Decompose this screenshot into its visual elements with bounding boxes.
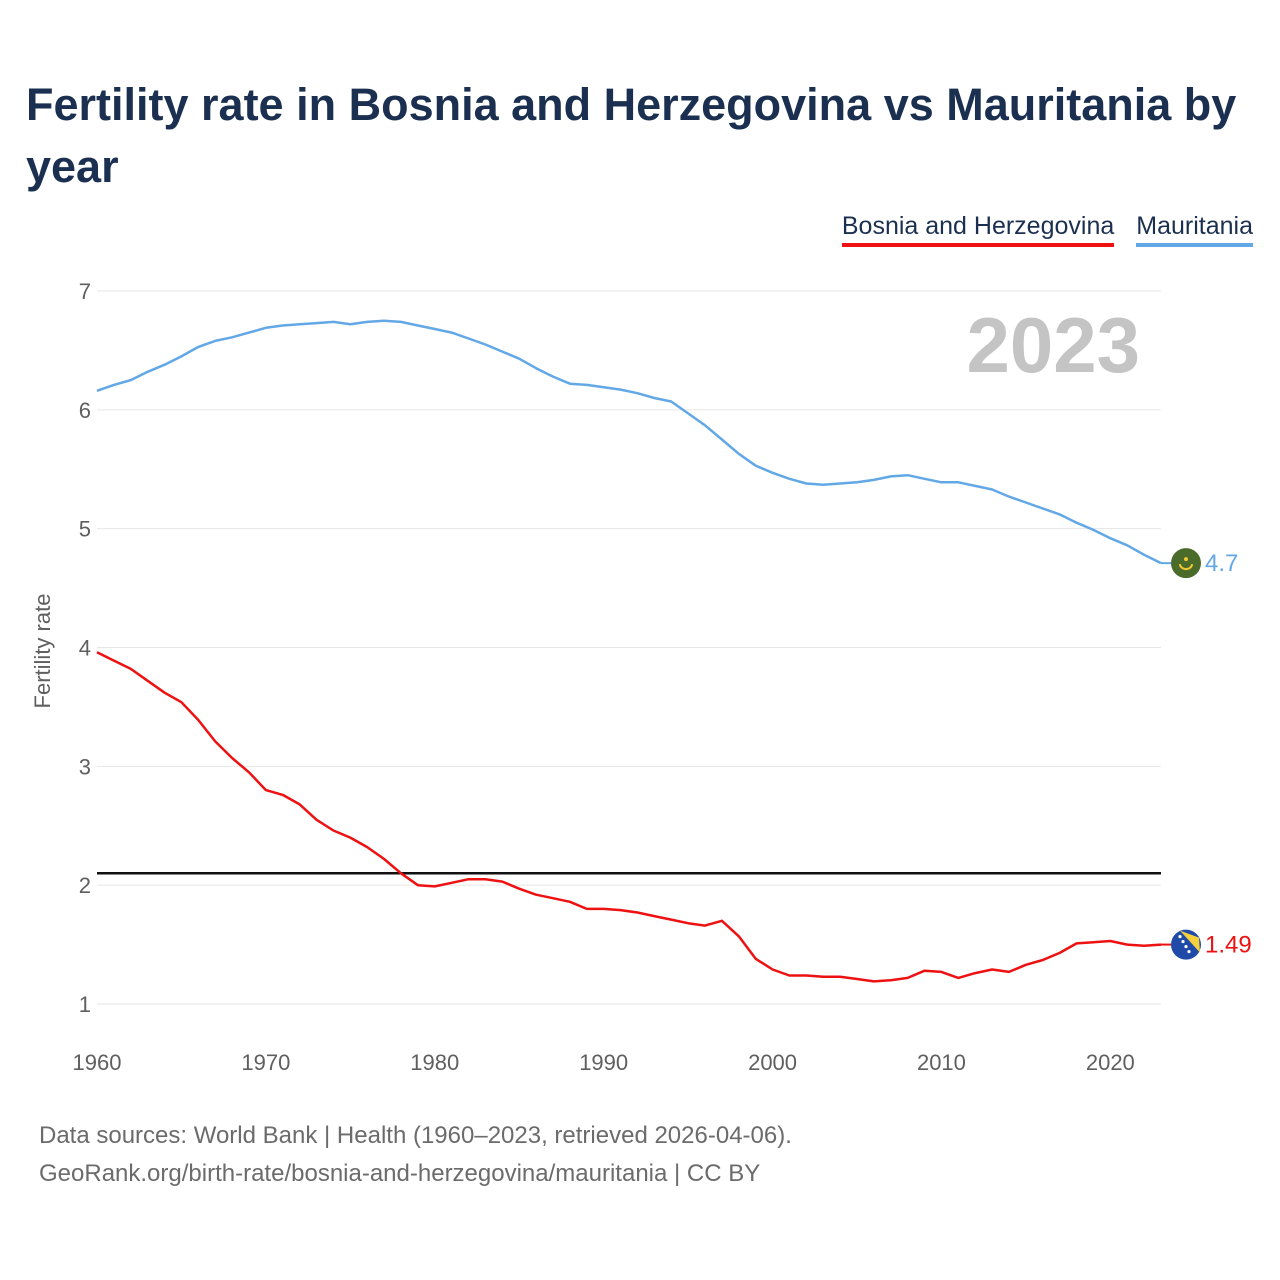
y-tick-label-2: 2	[79, 873, 91, 898]
line-chart: 1 2 3 4 5 6 7 1960 1970 1980 1990 2000 2010 2020 Fer…	[30, 279, 1252, 1075]
flag-triangle-icon	[1180, 930, 1200, 953]
year-watermark: 2023	[966, 301, 1140, 389]
end-value-label-bih: 1.49	[1205, 932, 1252, 959]
y-axis-ticks: 1 2 3 4 5 6 7	[79, 279, 91, 1017]
legend-item-bosnia[interactable]: Bosnia and Herzegovina	[841, 212, 1115, 247]
legend: Bosnia and Herzegovina Mauritania	[841, 212, 1253, 247]
flag-marker-bih: 1.49	[1161, 929, 1252, 960]
y-axis-label: Fertility rate	[30, 594, 55, 709]
y-tick-label-6: 6	[79, 398, 91, 423]
mauritania-flag-icon	[1171, 548, 1201, 579]
chart-title: Fertility rate in Bosnia and Herzegovina…	[26, 79, 1237, 192]
legend-item-mauritania[interactable]: Mauritania	[1136, 212, 1253, 247]
x-tick-label-1960: 1960	[73, 1050, 122, 1075]
attribution-link[interactable]: GeoRank.org/birth-rate/bosnia-and-herzeg…	[39, 1160, 761, 1187]
x-tick-label-1990: 1990	[579, 1050, 628, 1075]
y-tick-label-4: 4	[79, 636, 91, 661]
y-tick-label-1: 1	[79, 992, 91, 1017]
y-tick-label-7: 7	[79, 279, 91, 304]
end-markers: 1.49 4.7	[1161, 548, 1252, 960]
x-tick-label-1970: 1970	[241, 1050, 290, 1075]
star-icon	[1184, 557, 1188, 562]
data-source-text: Data sources: World Bank | Health (1960–…	[39, 1122, 792, 1149]
x-tick-label-2000: 2000	[748, 1050, 797, 1075]
flag-star-icon-1	[1181, 939, 1185, 944]
flag-star-icon-0	[1178, 934, 1182, 939]
y-tick-label-3: 3	[79, 754, 91, 779]
end-value-label-mr: 4.7	[1205, 550, 1238, 577]
series	[96, 319, 1162, 983]
x-tick-label-2020: 2020	[1086, 1050, 1135, 1075]
series-line-mr	[96, 319, 1162, 565]
x-tick-label-1980: 1980	[410, 1050, 459, 1075]
gridlines	[97, 290, 1161, 1005]
x-axis-ticks: 1960 1970 1980 1990 2000 2010 2020	[73, 1050, 1135, 1075]
footer: Data sources: World Bank | Health (1960–…	[39, 1117, 792, 1193]
crescent-icon	[1179, 563, 1193, 571]
series-line-bih	[96, 651, 1162, 983]
flag-marker-mr: 4.7	[1161, 548, 1238, 579]
flag-star-icon-2	[1184, 944, 1188, 949]
flag-star-icon-3	[1187, 949, 1191, 954]
y-tick-label-5: 5	[79, 517, 91, 542]
x-tick-label-2010: 2010	[917, 1050, 966, 1075]
